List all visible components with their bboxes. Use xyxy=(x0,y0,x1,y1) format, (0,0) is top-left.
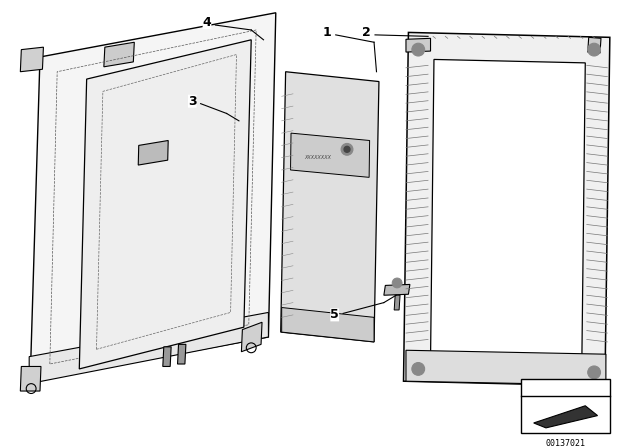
Text: 00137021: 00137021 xyxy=(546,439,586,448)
Circle shape xyxy=(392,278,402,288)
Polygon shape xyxy=(394,295,400,310)
Polygon shape xyxy=(588,37,601,53)
Polygon shape xyxy=(403,32,610,386)
Polygon shape xyxy=(384,284,410,295)
Circle shape xyxy=(344,146,350,152)
Polygon shape xyxy=(281,72,379,342)
Polygon shape xyxy=(291,133,370,177)
Text: 5: 5 xyxy=(330,308,339,321)
Text: 2: 2 xyxy=(362,26,371,39)
Polygon shape xyxy=(534,406,598,428)
Polygon shape xyxy=(20,366,41,391)
Polygon shape xyxy=(79,40,252,369)
Polygon shape xyxy=(282,307,374,342)
Polygon shape xyxy=(29,312,268,383)
Text: 3: 3 xyxy=(188,95,196,108)
Circle shape xyxy=(412,362,424,375)
Circle shape xyxy=(341,143,353,155)
Polygon shape xyxy=(104,42,134,67)
Text: 4: 4 xyxy=(203,16,211,29)
Circle shape xyxy=(588,366,600,379)
Polygon shape xyxy=(163,347,171,366)
Polygon shape xyxy=(431,60,585,362)
Text: XXXXXXXX: XXXXXXXX xyxy=(304,155,331,160)
Polygon shape xyxy=(138,141,168,165)
Polygon shape xyxy=(241,322,262,352)
Circle shape xyxy=(412,43,424,56)
Circle shape xyxy=(588,43,600,56)
Polygon shape xyxy=(406,39,431,52)
Polygon shape xyxy=(30,13,276,381)
Polygon shape xyxy=(20,47,44,72)
Text: 1: 1 xyxy=(323,26,332,39)
Polygon shape xyxy=(406,350,606,385)
Polygon shape xyxy=(177,345,186,364)
Bar xyxy=(522,379,610,433)
